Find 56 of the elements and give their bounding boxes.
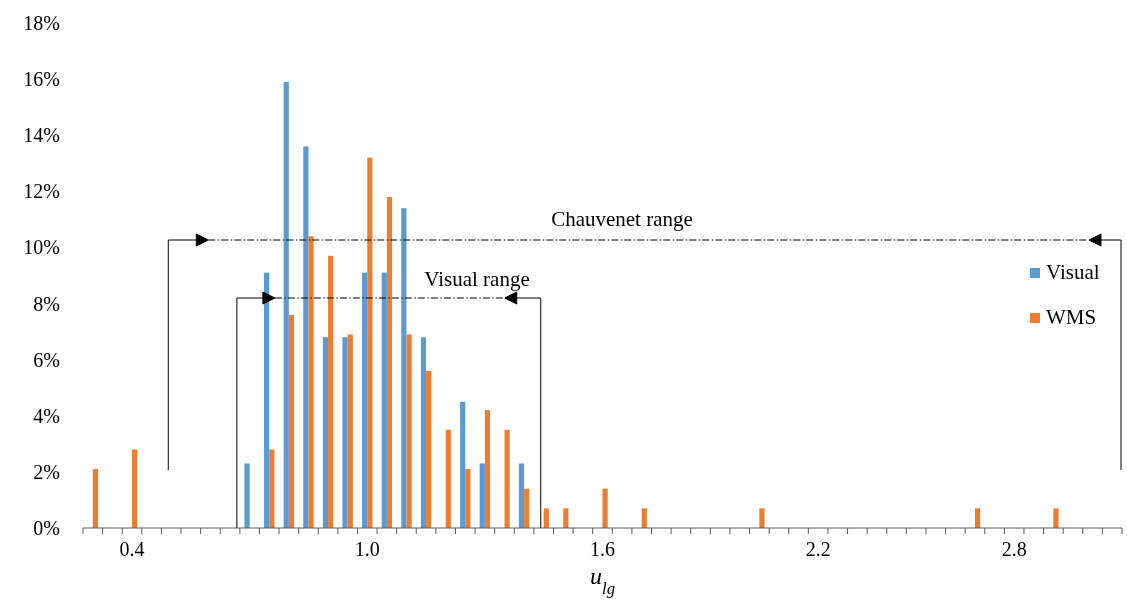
y-tick-label: 18% [23, 12, 60, 34]
bar [465, 469, 471, 528]
bar [479, 463, 485, 528]
bar [401, 208, 407, 528]
y-tick-label: 16% [23, 68, 60, 91]
x-axis-title: u$_{lg}$ [589, 563, 616, 598]
bar [484, 410, 491, 528]
y-tick-label: 14% [23, 124, 60, 147]
bar [406, 334, 412, 528]
bar [367, 157, 373, 528]
bar [460, 401, 466, 528]
legend-label: WMS [1046, 305, 1097, 329]
bar [518, 463, 525, 528]
bar [322, 337, 329, 528]
y-tick-label: 10% [23, 236, 60, 259]
bar [244, 463, 250, 528]
bar [504, 429, 510, 528]
annotation: Chauvenet range [551, 207, 693, 231]
bar [362, 272, 368, 528]
x-tick-label: 1.0 [354, 538, 380, 560]
bar [288, 314, 295, 528]
bar [386, 196, 393, 528]
x-tick-label: 0.4 [119, 538, 145, 560]
bar [641, 508, 647, 528]
bar [1053, 508, 1059, 528]
bar [974, 508, 981, 528]
bar [347, 334, 353, 528]
x-tick-label: 1.6 [590, 538, 615, 560]
y-tick-label: 8% [33, 292, 60, 315]
bar [381, 272, 387, 528]
bar [342, 337, 348, 528]
bar [264, 272, 270, 528]
x-tick-label: 2.2 [805, 538, 831, 560]
bar [563, 508, 569, 528]
y-tick-label: 6% [33, 348, 60, 371]
bar [308, 236, 314, 528]
legend-label: Visual [1046, 260, 1100, 284]
x-tick-label: 2.8 [1001, 538, 1027, 560]
bar [283, 81, 289, 528]
bar [759, 508, 765, 528]
y-tick-label: 12% [23, 180, 60, 203]
bar [269, 449, 275, 528]
y-tick-label: 2% [33, 460, 60, 483]
bar [445, 429, 451, 528]
annotation: Visual range [424, 267, 530, 291]
bar [92, 469, 98, 528]
bar [420, 337, 427, 528]
bar [328, 255, 334, 528]
bar [132, 449, 138, 528]
y-tick-label: 4% [33, 404, 60, 427]
bar [303, 146, 309, 528]
y-tick-label: 0% [33, 517, 60, 539]
bar [524, 488, 530, 528]
bar [543, 508, 549, 528]
bar [426, 370, 432, 528]
bar [602, 488, 608, 528]
